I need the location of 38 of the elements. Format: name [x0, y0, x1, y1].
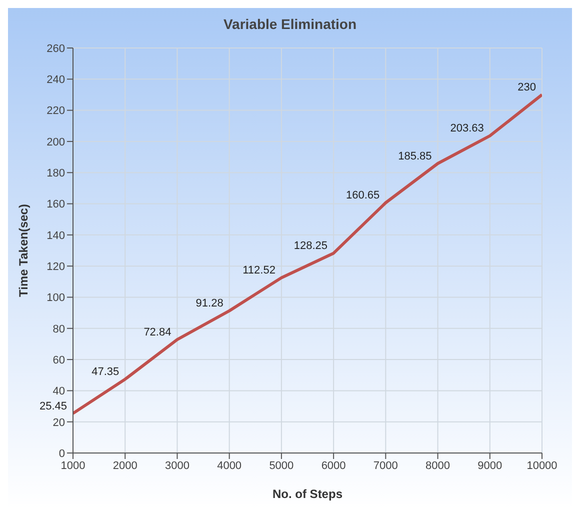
data-label: 112.52 — [242, 264, 276, 277]
x-tick-label: 2000 — [112, 460, 138, 472]
data-label: 128.25 — [294, 240, 328, 252]
y-tick-label: 220 — [46, 105, 65, 118]
x-tick-label: 3000 — [164, 460, 190, 472]
y-axis-title: Time Taken(sec) — [16, 204, 30, 297]
x-tick-label: 8000 — [426, 460, 450, 472]
y-tick-label: 100 — [46, 292, 65, 304]
chart-title: Variable Elimination — [222, 15, 358, 34]
y-tick-label: 180 — [46, 168, 65, 180]
data-label: 185.85 — [398, 150, 432, 162]
y-tick-label: 80 — [52, 323, 65, 336]
x-tick-label: 4000 — [217, 460, 242, 472]
x-axis-title: No. of Steps — [272, 487, 343, 501]
data-label: 47.35 — [92, 366, 120, 378]
y-tick-label: 140 — [46, 230, 65, 242]
x-tick-label: 6000 — [321, 460, 346, 472]
y-tick-label: 60 — [52, 354, 65, 366]
line-series — [73, 93, 542, 415]
x-tick-label: 1000 — [60, 460, 86, 472]
y-tick-label: 240 — [46, 74, 65, 86]
x-tick-label: 7000 — [373, 460, 398, 472]
x-tick-label: 9000 — [478, 460, 502, 472]
y-tick-label: 0 — [58, 448, 65, 460]
x-tick-label: 5000 — [269, 460, 294, 472]
data-label: 25.45 — [39, 400, 67, 412]
y-tick-label: 260 — [46, 42, 65, 55]
y-tick-label: 160 — [46, 198, 65, 211]
y-tick-label: 200 — [46, 136, 65, 148]
data-label: 230 — [518, 82, 536, 94]
data-label: 203.63 — [450, 122, 484, 135]
data-label: 72.84 — [144, 326, 172, 338]
y-tick-label: 120 — [46, 260, 65, 273]
data-label: 91.28 — [196, 298, 224, 310]
x-tick-label: 10000 — [526, 460, 558, 472]
data-label: 160.65 — [346, 190, 380, 202]
y-tick-label: 40 — [52, 386, 65, 398]
y-tick-label: 20 — [52, 416, 65, 429]
